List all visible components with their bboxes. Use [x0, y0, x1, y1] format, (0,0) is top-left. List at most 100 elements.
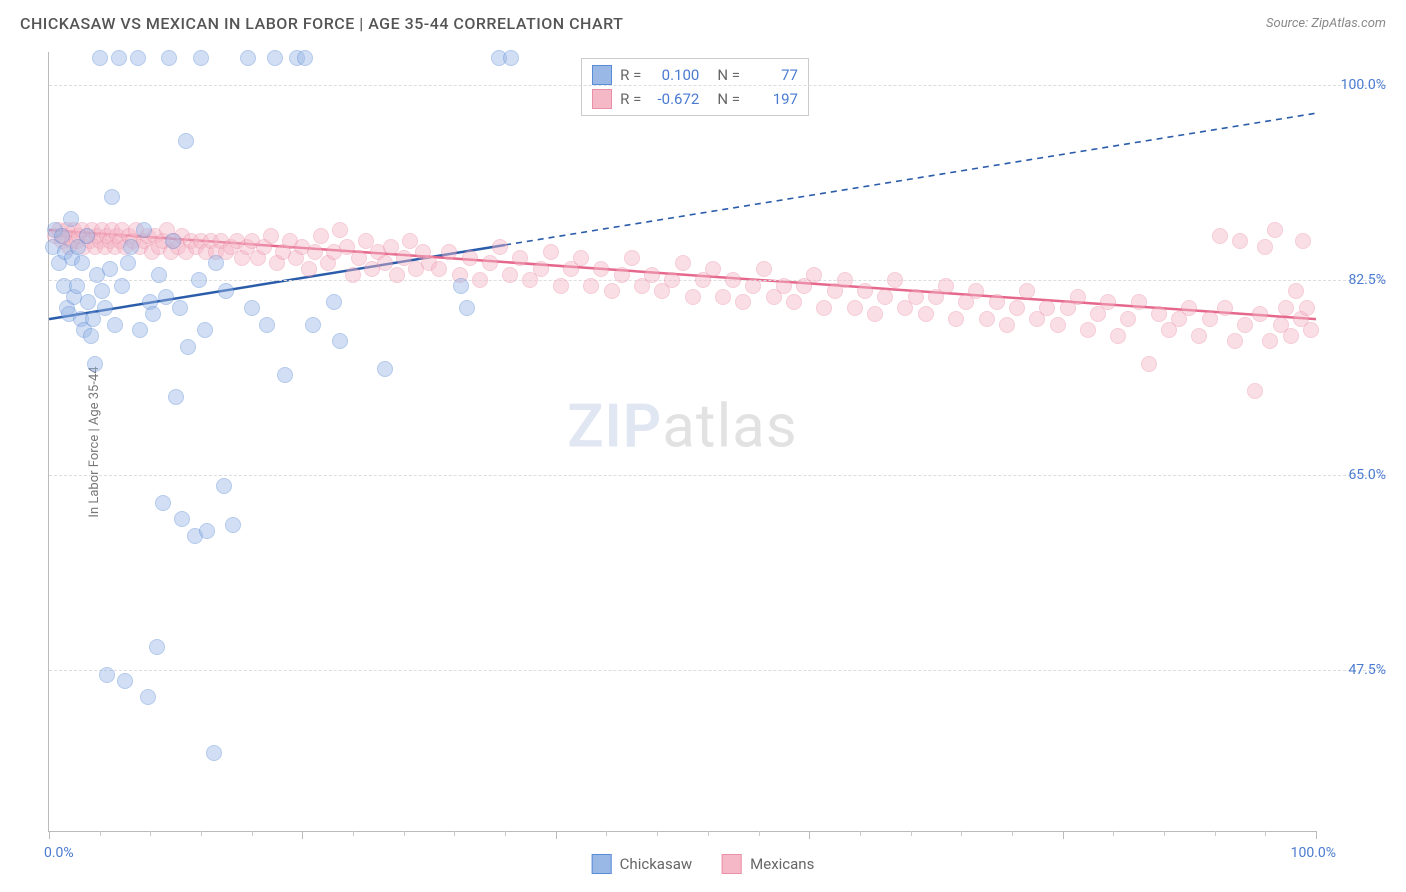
scatter-point-mexicans	[685, 289, 701, 305]
y-axis-title: In Labor Force | Age 35-44	[87, 366, 102, 517]
scatter-point-chickasaw	[92, 50, 108, 66]
scatter-point-mexicans	[593, 261, 609, 277]
x-minor-tick	[252, 831, 253, 836]
scatter-point-mexicans	[948, 311, 964, 327]
scatter-point-mexicans	[1080, 322, 1096, 338]
scatter-point-mexicans	[776, 278, 792, 294]
stat-n-value: 77	[748, 66, 798, 84]
gridline-h	[49, 280, 1386, 281]
scatter-point-chickasaw	[155, 495, 171, 511]
x-major-tick	[1316, 831, 1317, 839]
x-minor-tick	[353, 831, 354, 836]
scatter-point-mexicans	[624, 250, 640, 266]
scatter-point-chickasaw	[136, 222, 152, 238]
x-minor-tick	[1113, 831, 1114, 836]
scatter-point-chickasaw	[244, 300, 260, 316]
scatter-point-chickasaw	[174, 511, 190, 527]
scatter-point-mexicans	[512, 250, 528, 266]
scatter-point-mexicans	[472, 272, 488, 288]
scatter-point-chickasaw	[111, 50, 127, 66]
x-minor-tick	[860, 831, 861, 836]
scatter-point-chickasaw	[54, 228, 70, 244]
scatter-point-mexicans	[1212, 228, 1228, 244]
scatter-point-chickasaw	[206, 745, 222, 761]
scatter-point-mexicans	[1019, 283, 1035, 299]
scatter-point-chickasaw	[63, 211, 79, 227]
scatter-point-chickasaw	[97, 300, 113, 316]
scatter-point-mexicans	[918, 306, 934, 322]
scatter-point-mexicans	[908, 289, 924, 305]
x-minor-tick	[454, 831, 455, 836]
scatter-point-mexicans	[664, 272, 680, 288]
scatter-point-chickasaw	[87, 356, 103, 372]
scatter-point-chickasaw	[503, 50, 519, 66]
scatter-point-mexicans	[968, 283, 984, 299]
scatter-point-chickasaw	[114, 278, 130, 294]
scatter-point-mexicans	[989, 294, 1005, 310]
scatter-point-mexicans	[725, 272, 741, 288]
stat-n-label: N =	[717, 90, 740, 108]
scatter-point-mexicans	[857, 283, 873, 299]
scatter-point-mexicans	[1278, 300, 1294, 316]
scatter-point-mexicans	[1110, 328, 1126, 344]
stats-row-mexicans: R =-0.672N =197	[592, 87, 798, 111]
watermark-light: atlas	[662, 390, 797, 461]
scatter-point-chickasaw	[178, 133, 194, 149]
scatter-point-mexicans	[867, 306, 883, 322]
scatter-point-mexicans	[816, 300, 832, 316]
scatter-point-chickasaw	[149, 639, 165, 655]
scatter-point-chickasaw	[193, 50, 209, 66]
x-minor-tick	[150, 831, 151, 836]
y-tick-label: 100.0%	[1326, 77, 1386, 93]
x-major-tick	[302, 831, 303, 839]
scatter-point-mexicans	[462, 250, 478, 266]
scatter-point-mexicans	[1202, 311, 1218, 327]
scatter-point-mexicans	[492, 239, 508, 255]
scatter-point-chickasaw	[104, 189, 120, 205]
x-minor-tick	[759, 831, 760, 836]
y-tick-label: 82.5%	[1326, 272, 1386, 288]
scatter-point-mexicans	[1295, 233, 1311, 249]
scatter-point-mexicans	[1191, 328, 1207, 344]
stat-r-label: R =	[620, 90, 641, 108]
scatter-point-mexicans	[938, 278, 954, 294]
scatter-point-mexicans	[877, 289, 893, 305]
scatter-point-mexicans	[533, 261, 549, 277]
x-minor-tick	[505, 831, 506, 836]
scatter-point-mexicans	[1288, 283, 1304, 299]
scatter-point-chickasaw	[107, 317, 123, 333]
scatter-point-mexicans	[1247, 383, 1263, 399]
scatter-point-mexicans	[614, 267, 630, 283]
x-minor-tick	[606, 831, 607, 836]
scatter-point-chickasaw	[120, 255, 136, 271]
scatter-point-chickasaw	[123, 239, 139, 255]
x-major-tick	[1063, 831, 1064, 839]
gridline-h	[49, 670, 1386, 671]
stat-r-label: R =	[620, 66, 641, 84]
chart-plot-area: In Labor Force | Age 35-44 ZIPatlas R =0…	[48, 52, 1316, 832]
scatter-point-mexicans	[1252, 306, 1268, 322]
scatter-point-mexicans	[1120, 311, 1136, 327]
scatter-point-chickasaw	[158, 289, 174, 305]
scatter-point-mexicans	[745, 278, 761, 294]
scatter-point-mexicans	[543, 244, 559, 260]
x-minor-tick	[1265, 831, 1266, 836]
x-major-tick	[49, 831, 50, 839]
gridline-h	[49, 85, 1386, 86]
scatter-point-chickasaw	[459, 300, 475, 316]
scatter-point-mexicans	[1237, 317, 1253, 333]
x-minor-tick	[911, 831, 912, 836]
scatter-point-mexicans	[1257, 239, 1273, 255]
scatter-point-mexicans	[756, 261, 772, 277]
scatter-point-mexicans	[1227, 333, 1243, 349]
scatter-point-mexicans	[999, 317, 1015, 333]
y-tick-label: 65.0%	[1326, 467, 1386, 483]
scatter-point-mexicans	[604, 283, 620, 299]
legend-swatch	[722, 854, 742, 874]
stat-r-value: -0.672	[649, 90, 699, 108]
scatter-point-mexicans	[263, 228, 279, 244]
correlation-stats-box: R =0.100N =77R =-0.672N =197	[581, 58, 809, 116]
scatter-point-chickasaw	[197, 322, 213, 338]
scatter-point-mexicans	[1267, 222, 1283, 238]
scatter-point-mexicans	[1262, 333, 1278, 349]
